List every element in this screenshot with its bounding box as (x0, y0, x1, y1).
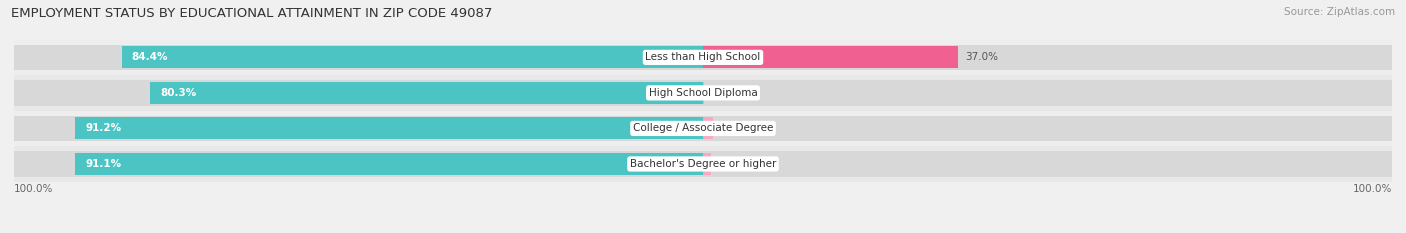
Bar (703, 117, 713, 140)
Text: 1.5%: 1.5% (720, 123, 747, 134)
Bar (703, 116, 1392, 141)
Text: Source: ZipAtlas.com: Source: ZipAtlas.com (1284, 7, 1395, 17)
Bar (703, 153, 711, 175)
Bar (703, 45, 1392, 70)
Bar (14, 146, 1392, 182)
Legend: In Labor Force, Unemployed: In Labor Force, Unemployed (605, 232, 801, 233)
Text: EMPLOYMENT STATUS BY EDUCATIONAL ATTAINMENT IN ZIP CODE 49087: EMPLOYMENT STATUS BY EDUCATIONAL ATTAINM… (11, 7, 492, 20)
Text: High School Diploma: High School Diploma (648, 88, 758, 98)
Bar (150, 82, 703, 104)
Text: 100.0%: 100.0% (1353, 184, 1392, 194)
Text: Less than High School: Less than High School (645, 52, 761, 62)
Bar (703, 46, 957, 69)
Bar (76, 153, 703, 175)
Text: College / Associate Degree: College / Associate Degree (633, 123, 773, 134)
Bar (14, 45, 703, 70)
Bar (703, 151, 1392, 177)
Bar (703, 80, 1392, 106)
Text: 91.2%: 91.2% (84, 123, 121, 134)
Text: 100.0%: 100.0% (14, 184, 53, 194)
Text: 91.1%: 91.1% (86, 159, 122, 169)
Text: Bachelor's Degree or higher: Bachelor's Degree or higher (630, 159, 776, 169)
Text: 0.2%: 0.2% (711, 88, 738, 98)
Bar (14, 116, 703, 141)
Bar (14, 111, 1392, 146)
Text: 84.4%: 84.4% (132, 52, 169, 62)
Text: 80.3%: 80.3% (160, 88, 197, 98)
Bar (14, 75, 1392, 111)
Bar (14, 40, 1392, 75)
Text: 37.0%: 37.0% (965, 52, 998, 62)
Bar (121, 46, 703, 69)
Bar (14, 151, 703, 177)
Bar (14, 80, 703, 106)
Text: 1.2%: 1.2% (718, 159, 745, 169)
Bar (75, 117, 703, 140)
